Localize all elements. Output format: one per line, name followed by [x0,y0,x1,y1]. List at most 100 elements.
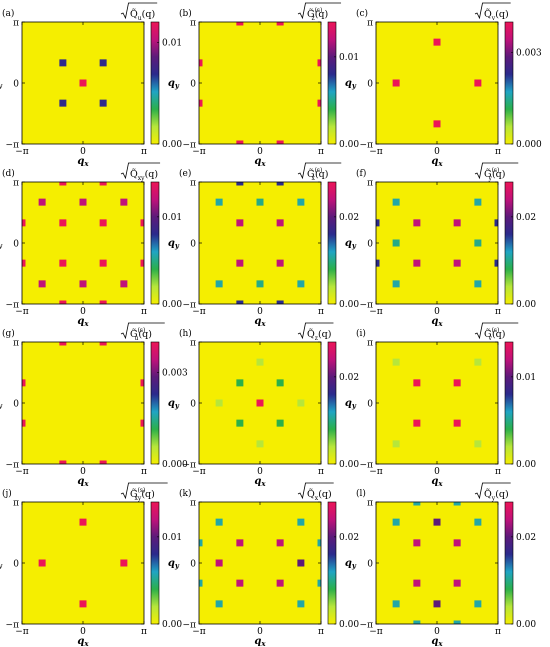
heatmap-peak [59,219,67,227]
panel-label: (i) [356,328,366,339]
heatmap-peak [199,539,203,547]
y-tick-label: 0 [13,560,19,570]
heatmap-peak [22,379,26,387]
panel-j: (j) −π 0 π π 0 −π qx qy 0.01 0.00 G̃(s)xy(q) [0,482,182,647]
heatmap-peak [236,579,244,587]
x-tick-label: π [318,307,324,317]
colorbar-title: G̃(s) y(q) [484,167,505,182]
x-tick-label: π [318,627,324,637]
y-tick-label: −π [6,461,20,471]
heatmap-peak [413,379,421,387]
heatmap-peak [199,59,203,67]
heatmap-peak [474,600,482,608]
heatmap-peak [413,219,421,227]
heatmap-peak [236,22,244,26]
panel-g: (g) −π 0 π π 0 −π qx qy 0.003 0.000 G̃(s)u(q) [0,322,188,488]
colorbar-tick-label: 0.02 [339,533,359,543]
heatmap-peak [453,259,461,267]
y-tick-label: π [367,499,373,509]
panel-label: (l) [356,488,366,499]
heatmap-peak [79,79,87,87]
heatmap-peak [256,399,264,407]
panel-label: (j) [2,488,12,499]
panel-b: (b) −π 0 π π 0 −π qx qy 0.01 0.00 G̃(s) z(q) [168,2,359,168]
heatmap-peak [256,280,264,288]
heatmap-background [199,22,321,144]
colorbar-tick-label: 0.01 [162,213,182,223]
colorbar [150,181,160,305]
heatmap-peak [22,259,26,267]
x-tick-label: −π [15,147,29,157]
y-axis-label: qy [345,78,357,90]
y-axis-label: qy [168,558,180,570]
y-tick-label: π [190,499,196,509]
x-axis-label: qx [254,316,266,328]
x-axis-label: qx [77,476,89,488]
colorbar-tick-label: 0.00 [516,300,536,310]
sqrt-radical [297,482,334,500]
heatmap-peak [38,559,46,567]
colorbar-tick-label: 0.000 [516,140,542,150]
x-tick-label: −π [192,147,206,157]
y-tick-label: 0 [367,80,373,90]
sqrt-radical [474,2,511,20]
heatmap-peak [99,259,107,267]
colorbar-tick-label: 0.00 [339,140,359,150]
heatmap-peak [376,219,380,227]
x-tick-label: 0 [434,627,440,637]
panel-label: (d) [2,168,15,179]
heatmap-peak [140,259,144,267]
x-tick-label: 0 [80,467,86,477]
heatmap-peak [276,419,284,427]
x-tick-label: π [495,467,501,477]
x-tick-label: 0 [80,307,86,317]
heatmap-peak [140,379,144,387]
colorbar-title: Q̃v(q) [484,8,509,22]
panel-label: (g) [2,328,15,339]
y-tick-label: 0 [13,80,19,90]
x-axis-label: qx [254,476,266,488]
heatmap-background [22,342,144,464]
heatmap-peak [413,620,421,624]
y-axis-label: qy [345,398,357,410]
y-tick-label: −π [183,141,197,151]
y-tick-label: −π [6,141,20,151]
x-axis-label: qx [254,636,266,647]
x-tick-label: π [495,147,501,157]
y-tick-label: −π [6,301,20,311]
heatmap-peak [317,579,321,587]
heatmap-peak [79,518,87,526]
y-axis-label: qy [168,398,180,410]
colorbar [327,21,337,145]
y-tick-label: π [367,179,373,189]
y-tick-label: π [367,19,373,29]
heatmap-peak [276,539,284,547]
colorbar [327,501,337,625]
x-axis-label: qx [431,476,443,488]
heatmap-peak [99,342,107,346]
y-tick-label: −π [360,141,374,151]
panel-f: (f) −π 0 π π 0 −π qx qy 0.02 0.00 G̃(s) y(q) [345,162,536,328]
heatmap-peak [99,460,107,464]
heatmap-peak [199,579,203,587]
colorbar-title: G̃(s) u(q) [130,327,152,342]
x-axis-label: qx [431,316,443,328]
heatmap-peak [59,300,67,304]
heatmap-peak [256,198,264,206]
heatmap-peak [79,600,87,608]
sqrt-radical [474,482,511,500]
heatmap-peak [59,99,67,107]
heatmap-peak [276,219,284,227]
heatmap-peak [120,280,128,288]
panel-label: (c) [356,8,368,19]
colorbar-tick-label: 0.02 [339,373,359,383]
x-tick-label: 0 [257,467,263,477]
x-tick-label: −π [369,307,383,317]
x-tick-label: −π [192,627,206,637]
heatmap-peak [433,518,441,526]
heatmap-peak [474,518,482,526]
sqrt-radical [474,162,519,180]
heatmap-peak [317,99,321,107]
y-axis-label: qy [168,238,180,250]
colorbar [504,181,514,305]
